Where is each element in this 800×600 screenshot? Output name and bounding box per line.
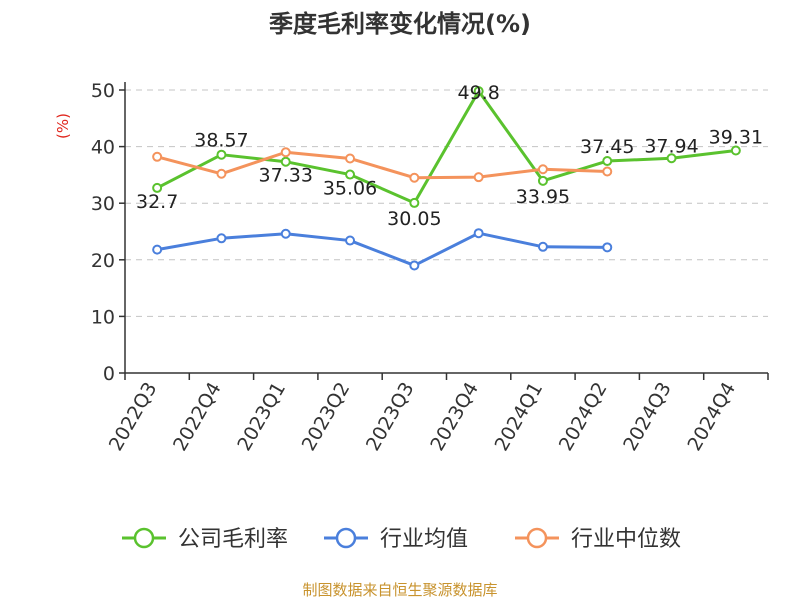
source-note: 制图数据来自恒生聚源数据库 (302, 581, 497, 599)
chart-title: 季度毛利率变化情况(%) (269, 10, 531, 38)
series-0-point-2023Q4 (473, 86, 484, 97)
legend-marker-0 (133, 527, 155, 549)
series-layer (152, 86, 741, 271)
legend: 公司毛利率 行业均值 行业中位数 (122, 527, 681, 552)
series-0-point-2024Q1 (537, 175, 548, 186)
series-0-point-2024Q4 (730, 145, 741, 156)
legend-label-1: 行业均值 (380, 527, 468, 552)
x-tick-label-2023Q1: 2023Q1 (233, 379, 290, 455)
data-label-2023Q1: 37.33 (259, 165, 313, 187)
data-label-2024Q1: 33.95 (516, 186, 570, 208)
legend-label-2: 行业中位数 (571, 527, 681, 552)
series-0-point-2024Q3 (666, 153, 677, 164)
data-label-2023Q2: 35.06 (323, 178, 377, 200)
x-tick-label-2024Q3: 2024Q3 (619, 379, 676, 455)
series-2-point-2024Q1 (537, 164, 548, 175)
series-1-point-2023Q3 (409, 260, 420, 271)
series-1-point-2023Q2 (345, 235, 356, 246)
series-0-point-2023Q3 (409, 197, 420, 208)
data-label-2022Q3: 32.7 (136, 191, 178, 213)
x-tick-label-2024Q2: 2024Q2 (555, 379, 612, 455)
series-2-point-2023Q4 (473, 172, 484, 183)
legend-label-0: 公司毛利率 (178, 527, 288, 552)
x-tick-label-2023Q3: 2023Q3 (362, 379, 419, 455)
series-1-point-2024Q1 (537, 241, 548, 252)
x-tick-label-2023Q4: 2023Q4 (426, 379, 483, 455)
x-tick-label-2022Q3: 2022Q3 (105, 379, 162, 455)
data-label-2024Q3: 37.94 (644, 135, 698, 157)
data-label-2022Q4: 38.57 (194, 130, 248, 152)
series-1-point-2024Q2 (602, 242, 613, 253)
series-1-point-2022Q3 (152, 244, 163, 255)
series-2-point-2022Q3 (152, 151, 163, 162)
series-0-point-2022Q4 (216, 149, 227, 160)
x-tick-label-2022Q4: 2022Q4 (169, 379, 226, 455)
series-0-point-2024Q2 (602, 156, 613, 167)
data-labels: 32.7 38.57 37.33 35.06 30.05 49.8 33.95 37.45 37… (136, 82, 763, 230)
legend-marker-2 (526, 527, 548, 549)
legend-marker-1 (335, 527, 357, 549)
y-tick-label-40: 40 (91, 137, 115, 159)
series-1-point-2023Q1 (280, 228, 291, 239)
y-tick-label-50: 50 (91, 80, 115, 102)
x-tick-label-2024Q4: 2024Q4 (683, 379, 740, 455)
x-tick-label-2024Q1: 2024Q1 (491, 379, 548, 455)
series-0-point-2022Q3 (152, 182, 163, 193)
data-label-2024Q2: 37.45 (580, 136, 634, 158)
x-tick-label-2023Q2: 2023Q2 (298, 379, 355, 455)
data-label-2023Q3: 30.05 (387, 208, 441, 230)
series-line-2 (156, 150, 608, 180)
series-2-point-2023Q2 (345, 153, 356, 164)
series-line-0 (156, 89, 737, 205)
y-tick-label-0: 0 (103, 363, 115, 385)
data-label-2024Q4: 39.31 (709, 127, 763, 149)
series-1-point-2023Q4 (473, 228, 484, 239)
series-2-point-2022Q4 (216, 168, 227, 179)
series-0-point-2023Q1 (280, 156, 291, 167)
series-2-point-2024Q2 (602, 166, 613, 177)
series-0-point-2023Q2 (345, 169, 356, 180)
y-tick-label-30: 30 (91, 193, 115, 215)
series-line-1 (156, 231, 608, 267)
series-2-point-2023Q1 (280, 147, 291, 158)
series-1-point-2022Q4 (216, 233, 227, 244)
series-2-point-2023Q3 (409, 172, 420, 183)
y-axis-label: (%) (54, 113, 72, 139)
y-tick-label-20: 20 (91, 250, 115, 272)
y-tick-label-10: 10 (91, 306, 115, 328)
grid-lines (125, 89, 768, 317)
data-label-2023Q4: 49.8 (457, 82, 499, 104)
